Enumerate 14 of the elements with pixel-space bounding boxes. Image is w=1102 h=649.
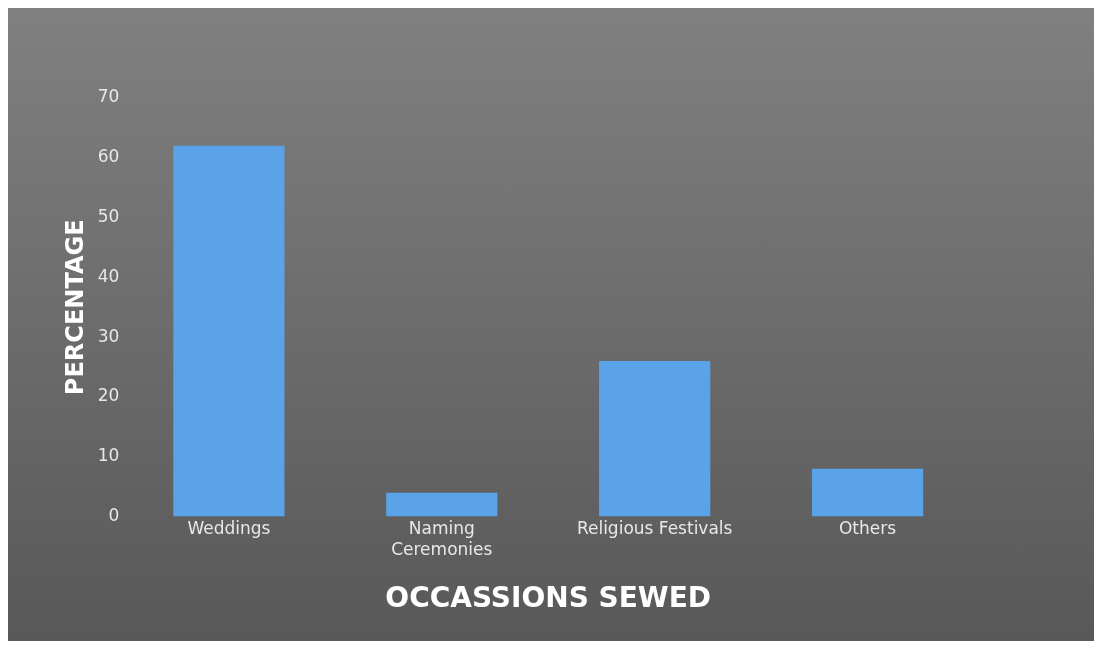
x-tick-label: Religious Festivals <box>576 518 733 539</box>
x-axis-title: OCCASSIONS SEWED <box>385 581 712 615</box>
y-tick-label: 60 <box>97 146 120 167</box>
y-tick-label: 0 <box>108 505 120 526</box>
y-tick-label: 10 <box>97 445 120 466</box>
y-tick-label: 50 <box>97 206 120 227</box>
y-tick-label: 70 <box>97 86 120 107</box>
y-tick-label: 20 <box>97 385 120 406</box>
y-tick-label: 40 <box>97 265 120 286</box>
x-tick-label: Weddings <box>187 518 271 539</box>
x-tick-label: Others <box>838 518 897 539</box>
y-tick-label: 30 <box>97 325 120 346</box>
y-axis-title: PERCENTAGE <box>60 219 89 396</box>
x-tick-label: Naming Ceremonies <box>391 518 493 559</box>
